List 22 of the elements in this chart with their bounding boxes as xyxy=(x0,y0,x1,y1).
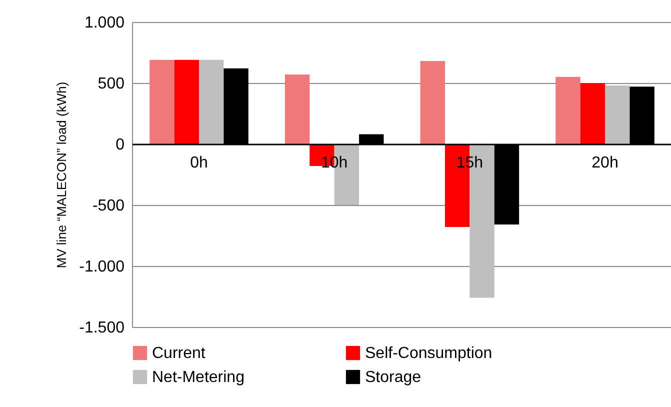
x-tick-label: 20h xyxy=(592,154,618,172)
y-tick-label: -500 xyxy=(92,198,125,214)
bar xyxy=(284,74,310,144)
x-tick-label: 0h xyxy=(190,154,208,172)
bar xyxy=(580,83,606,144)
y-tick-label: -1.000 xyxy=(79,258,125,276)
legend-label: Net-Metering xyxy=(152,369,244,386)
bar xyxy=(420,61,445,144)
y-tick-label: -1.500 xyxy=(79,320,125,336)
y-tick-label: 500 xyxy=(98,76,125,92)
bar xyxy=(198,60,224,144)
y-tick-label: 0 xyxy=(116,136,125,154)
legend-label: Current xyxy=(152,345,206,362)
bar xyxy=(605,85,630,144)
bar xyxy=(556,76,580,144)
y-tick-label: 1.000 xyxy=(84,14,125,32)
legend-label: Storage xyxy=(365,369,422,386)
y-axis-title: MV line “MALECON” load (kWh) xyxy=(54,82,70,268)
legend-label: Self-Consumption xyxy=(365,345,492,362)
bar xyxy=(174,60,199,144)
x-tick-label: 10h xyxy=(320,154,348,172)
bar xyxy=(150,60,174,144)
